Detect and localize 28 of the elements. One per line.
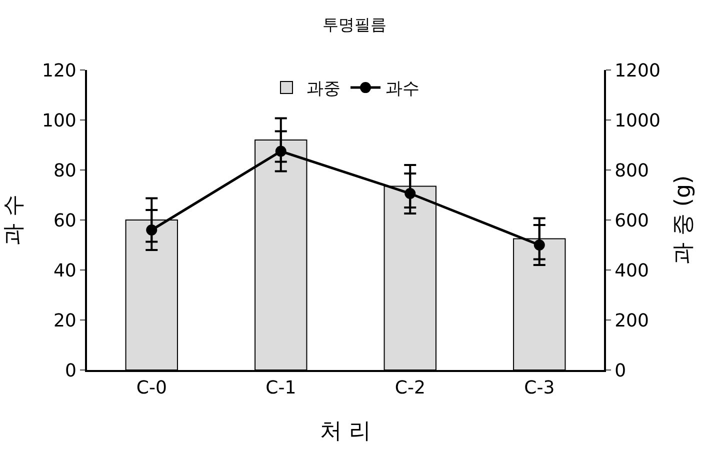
legend-label: 과수 [386, 79, 420, 100]
legend-label: 과중 [306, 79, 340, 100]
y-tick-label: 0 [64, 360, 76, 382]
y2-tick-label: 200 [614, 310, 649, 332]
y-axis-title: 과 수 [1, 194, 26, 246]
x-tick-label: C-1 [266, 378, 296, 399]
point [534, 240, 545, 250]
y2-tick-label: 1000 [614, 110, 660, 132]
point [275, 146, 286, 157]
y-tick-label: 60 [53, 210, 76, 232]
y-tick-label: 80 [53, 160, 76, 182]
y-tick-label: 40 [53, 260, 76, 282]
chart-title: 투명필름 [322, 14, 386, 34]
x-axis-title: 처 리 [320, 419, 371, 444]
x-tick-label: C-2 [394, 378, 426, 399]
point [146, 224, 158, 236]
y2-tick-label: 0 [614, 360, 626, 382]
y2-tick-label: 800 [614, 160, 649, 182]
x-tick-label: C-3 [524, 378, 555, 399]
y-tick-label: 20 [53, 310, 76, 332]
y2-tick-label: 1200 [614, 60, 660, 82]
y-tick-label: 100 [42, 110, 76, 132]
point [404, 188, 416, 199]
y-tick-label: 120 [42, 60, 76, 82]
y2-axis-title: 과 중 (g) [670, 175, 696, 265]
y2-tick-label: 400 [614, 260, 649, 282]
y2-tick-label: 600 [614, 210, 649, 232]
x-tick-label: C-0 [136, 378, 167, 399]
